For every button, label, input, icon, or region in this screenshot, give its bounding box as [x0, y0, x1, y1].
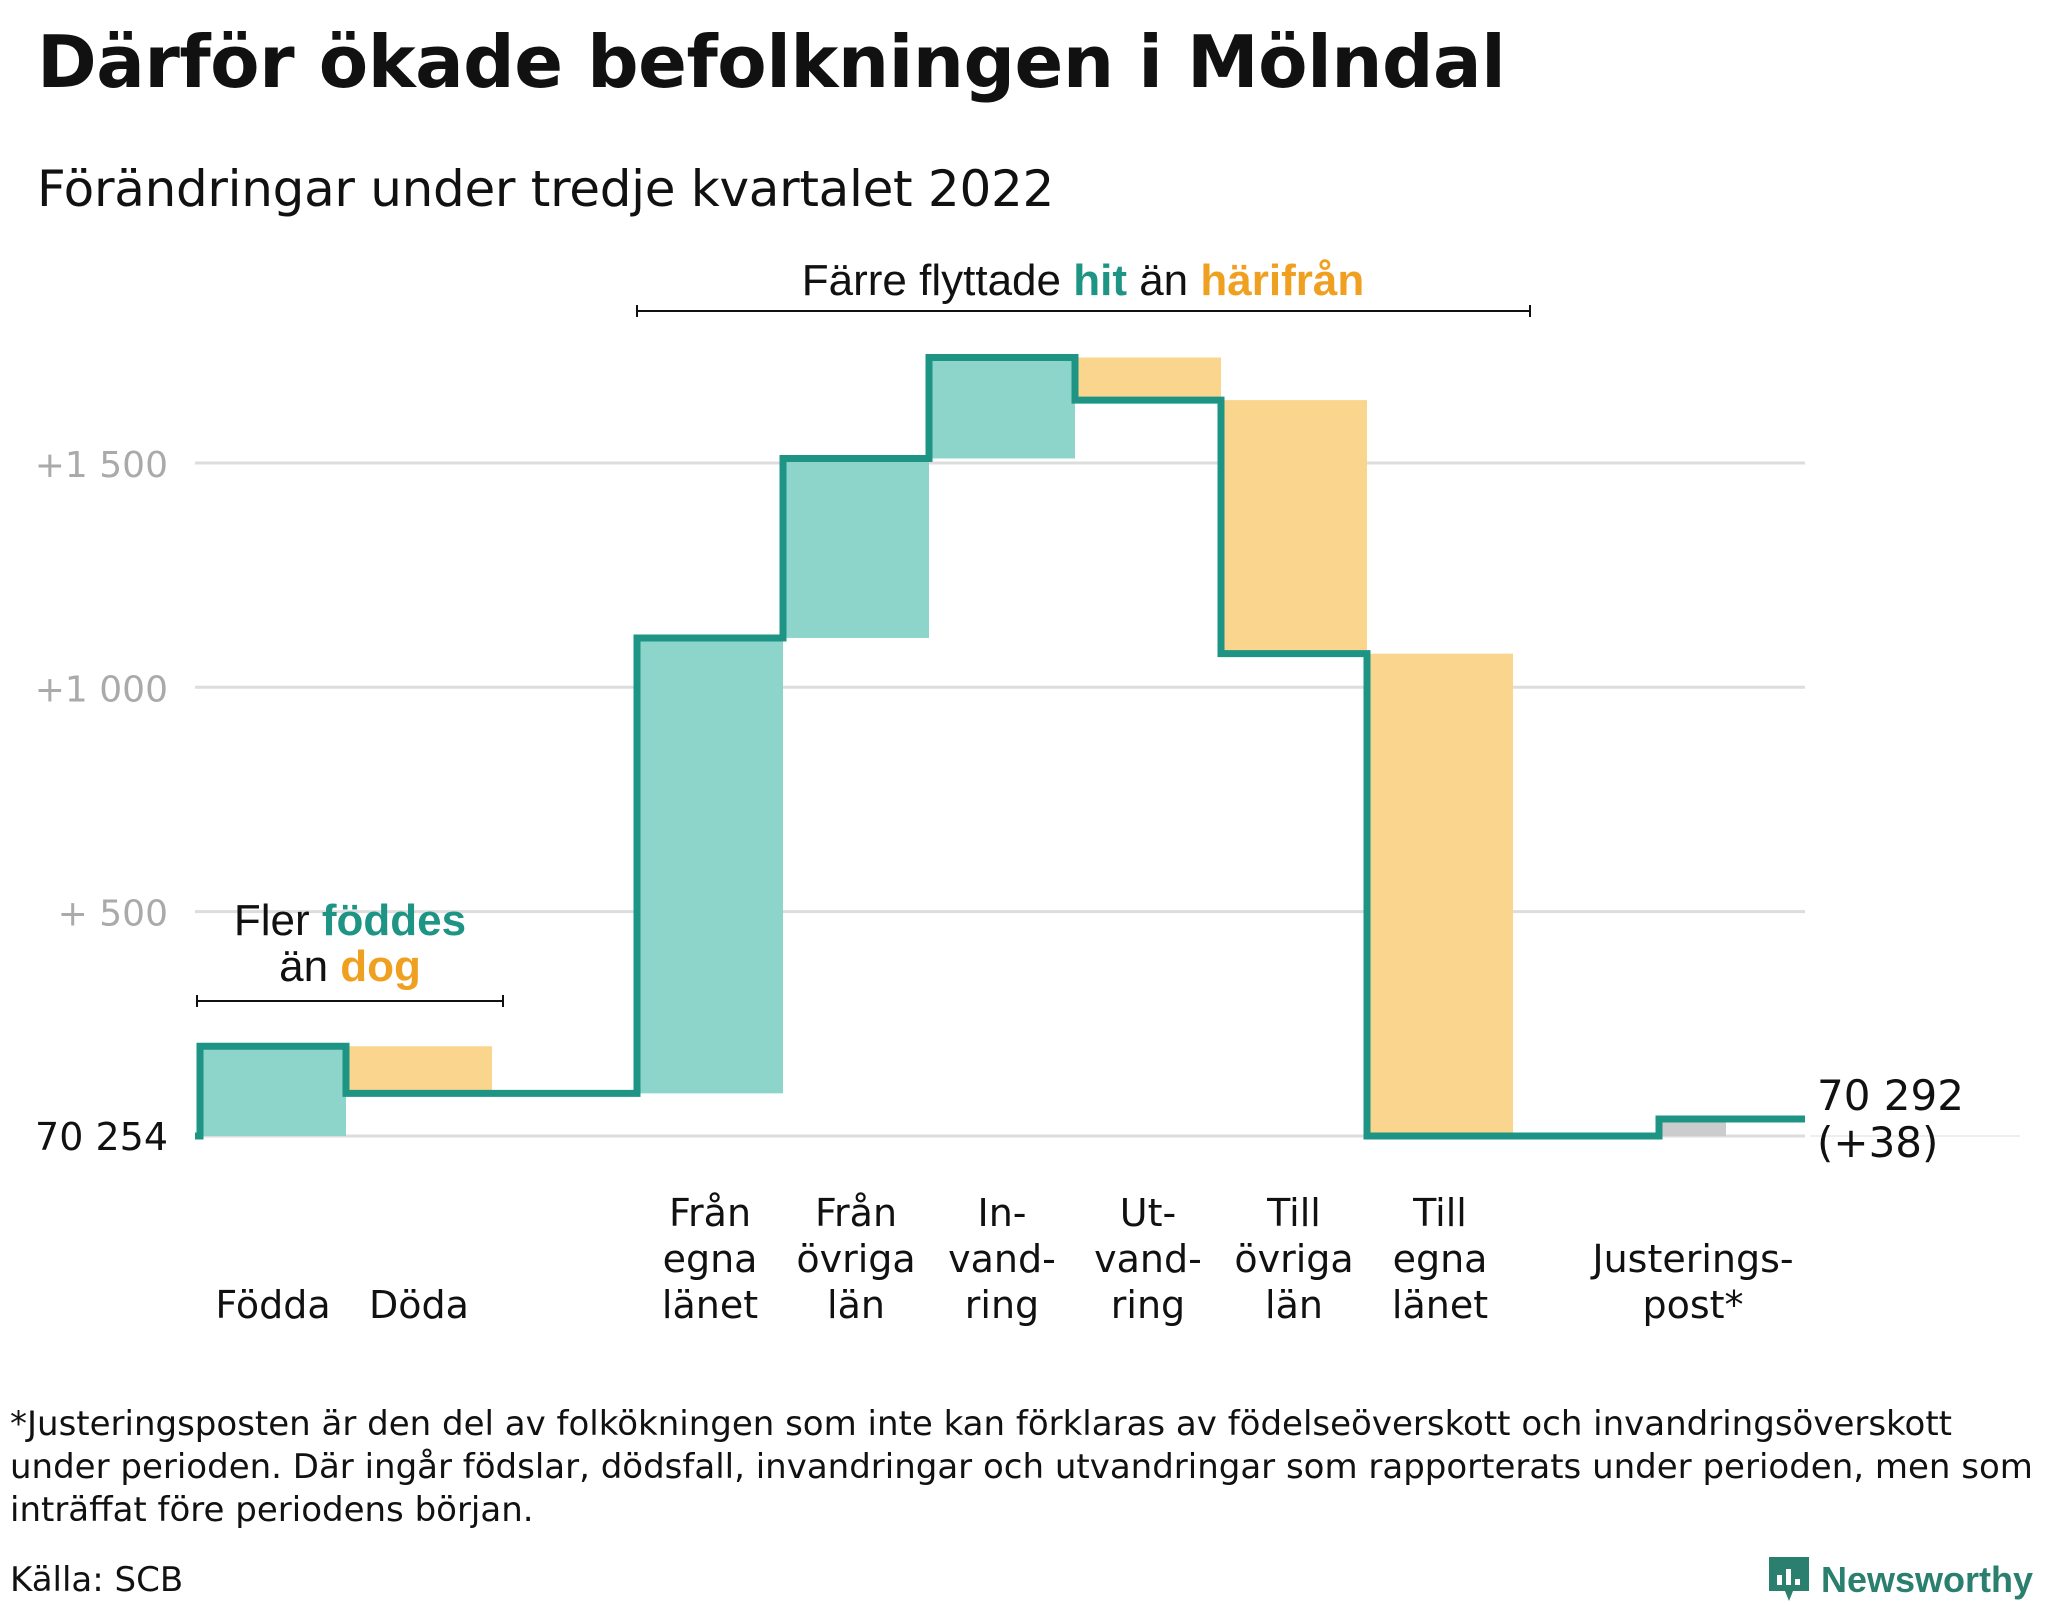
category-label: Till	[1412, 1191, 1467, 1235]
newsworthy-logo-icon	[1768, 1557, 1809, 1601]
category-label: övriga	[796, 1237, 915, 1281]
category-label: Döda	[369, 1283, 469, 1327]
cumulative-step-line	[195, 354, 1805, 1140]
annotation-part: Fler	[234, 896, 322, 945]
footnote: *Justeringsposten är den del av folkökni…	[10, 1404, 2033, 1530]
annotation-part: härifrån	[1200, 256, 1364, 305]
end-value-label: 70 292	[1817, 1071, 1964, 1120]
y-tick-label: + 500	[58, 894, 168, 935]
category-label: län	[827, 1283, 885, 1327]
y-tick-label: +1 000	[35, 669, 168, 710]
annotation-part: än	[279, 942, 340, 991]
category-label: Födda	[215, 1283, 330, 1327]
category-label: län	[1265, 1283, 1323, 1327]
annotation-part: än	[1127, 256, 1200, 305]
annotation-part: hit	[1073, 256, 1127, 305]
bar-Födda	[200, 1046, 346, 1136]
chart-title: Därför ökade befolkningen i Mölndal	[37, 20, 1506, 104]
category-label: In-	[977, 1191, 1026, 1235]
brand[interactable]: Newsworthy	[1767, 1555, 2033, 1605]
annotation-bracket-moves	[636, 305, 1531, 317]
category-label: vand-	[948, 1237, 1056, 1281]
annotation-bracket-births	[196, 995, 504, 1007]
category-label: ring	[1111, 1283, 1185, 1327]
category-label: Justerings-	[1590, 1237, 1793, 1281]
annotation-part: föddes	[322, 896, 466, 945]
category-label: ring	[965, 1283, 1039, 1327]
category-label: länet	[1392, 1283, 1488, 1327]
bar-Justeringspost*	[1660, 1118, 1726, 1136]
category-label: länet	[662, 1283, 758, 1327]
category-label: egna	[663, 1237, 758, 1281]
bar-Till egna länet	[1367, 653, 1513, 1136]
chart-subtitle: Förändringar under tredje kvartalet 2022	[37, 160, 1054, 218]
y-tick-label: +1 500	[35, 445, 168, 486]
annotation-moves: Färre flyttade hit än härifrån	[802, 256, 1364, 305]
bar-Utvandring	[1075, 357, 1221, 401]
bar-Från egna länet	[637, 637, 783, 1094]
source-note: Källa: SCB	[10, 1560, 184, 1600]
category-label: egna	[1393, 1237, 1488, 1281]
category-label: Ut-	[1120, 1191, 1176, 1235]
end-change-label: (+38)	[1817, 1118, 1938, 1167]
bar-Döda	[346, 1046, 492, 1094]
category-label: Från	[815, 1191, 897, 1235]
category-label: post*	[1642, 1283, 1743, 1327]
start-value-label: 70 254	[35, 1115, 168, 1159]
annotation-part: Färre flyttade	[802, 256, 1073, 305]
bar-Till övriga län	[1221, 400, 1367, 654]
bar-Invandring	[929, 357, 1075, 459]
category-label: Till	[1266, 1191, 1321, 1235]
category-label: Från	[669, 1191, 751, 1235]
annotation-births: Fler föddes än dog	[234, 896, 466, 991]
bar-Från övriga län	[783, 458, 929, 638]
brand-name: Newsworthy	[1820, 1559, 2033, 1600]
category-label: vand-	[1094, 1237, 1202, 1281]
annotation-part: dog	[340, 942, 421, 991]
category-label: övriga	[1234, 1237, 1353, 1281]
waterfall-chart: + 500 +1 000 +1 500 70 254 70 292(+38) Födda D…	[35, 256, 2020, 1327]
